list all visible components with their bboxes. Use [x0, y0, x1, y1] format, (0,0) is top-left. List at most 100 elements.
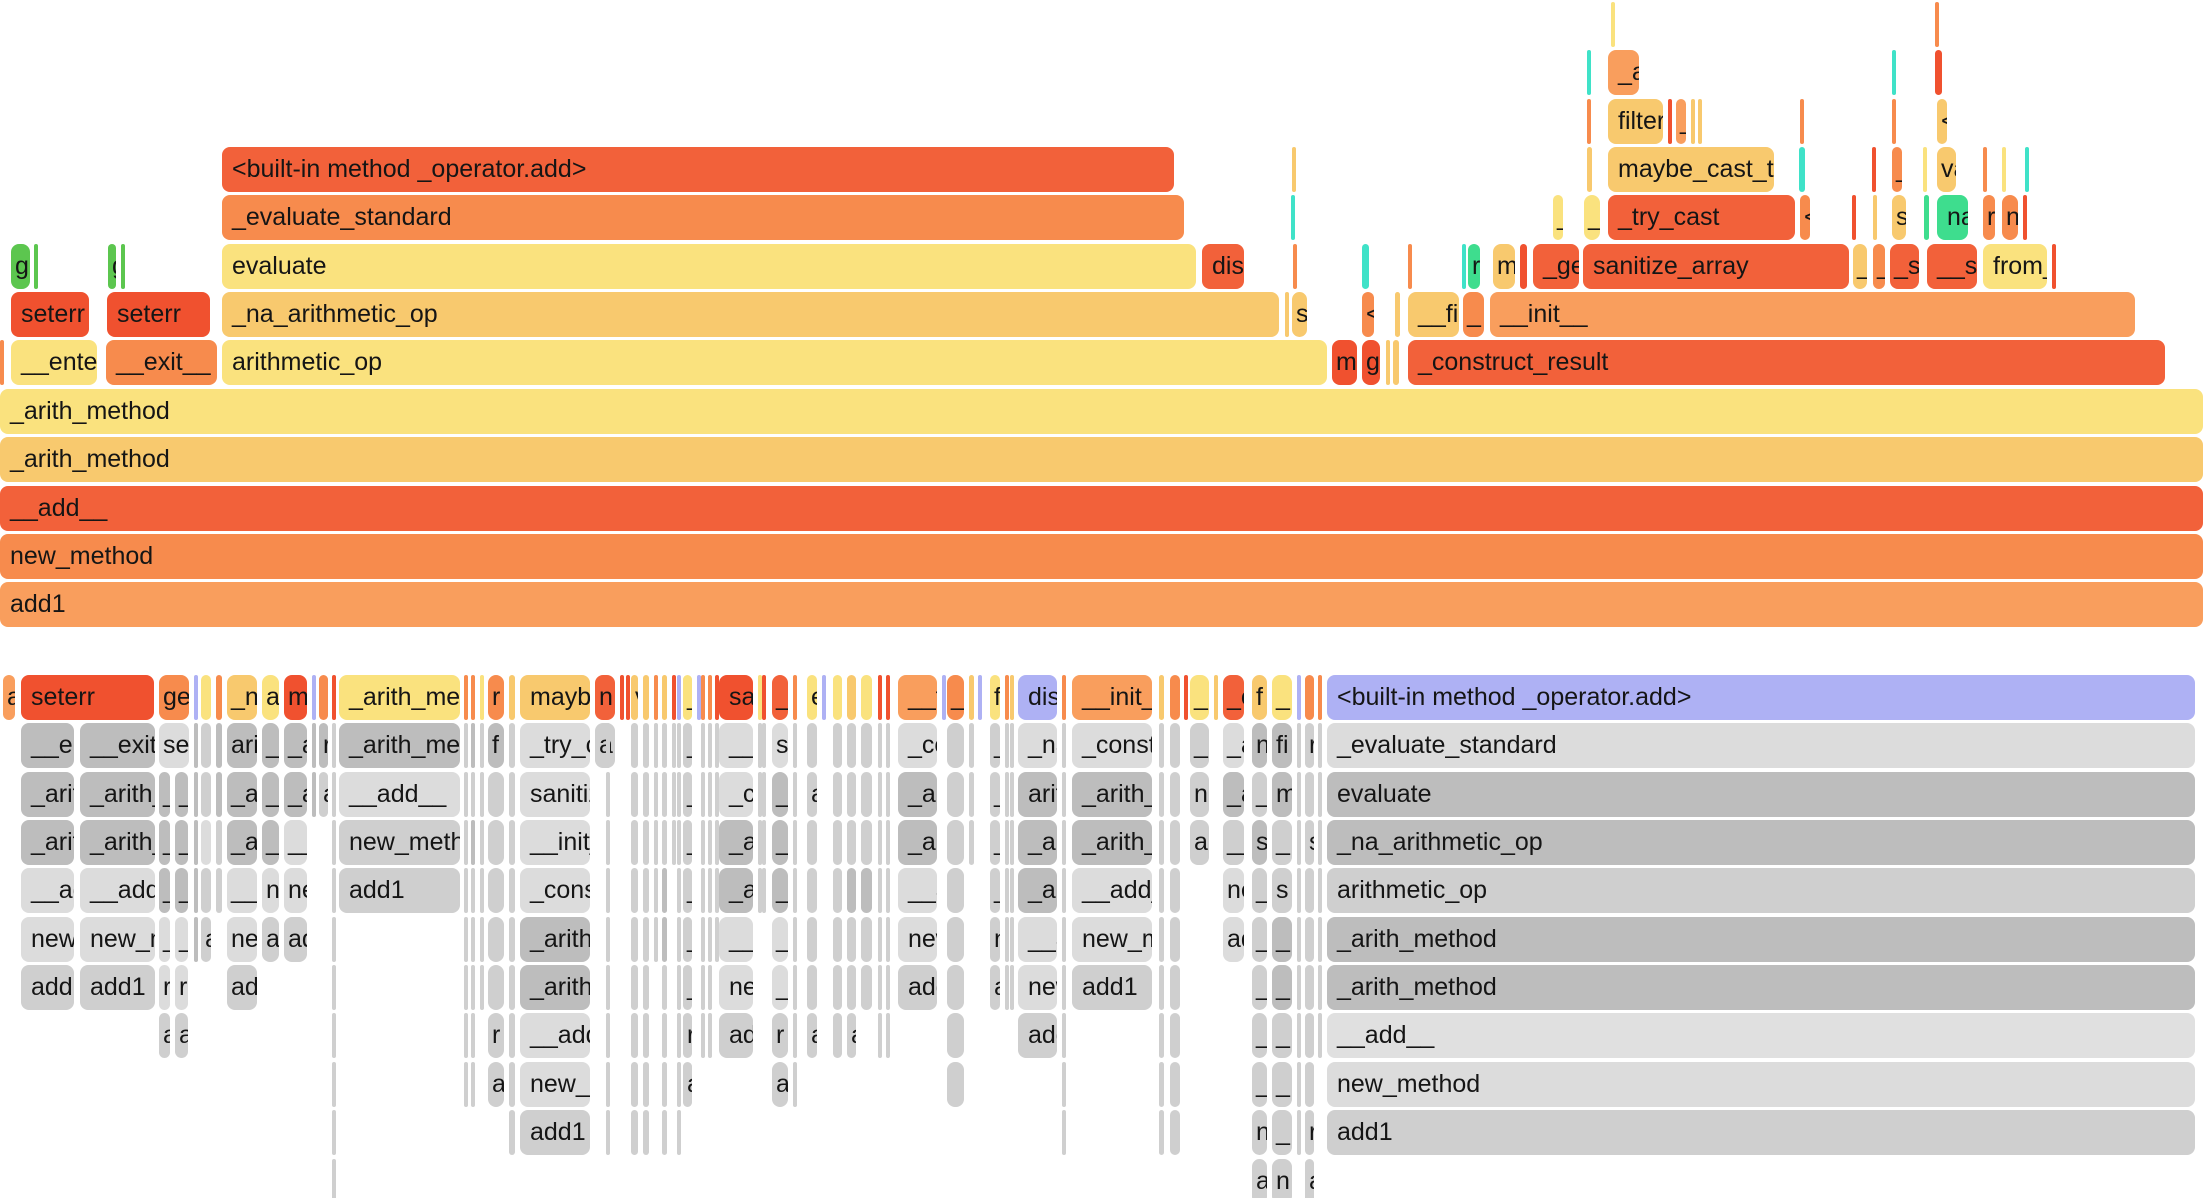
flame-frame-__add__[interactable]: __add__: [520, 1013, 590, 1059]
flame-frame[interactable]: [332, 1013, 336, 1059]
flame-frame[interactable]: [631, 1110, 638, 1156]
flame-frame[interactable]: [807, 820, 817, 866]
flame-frame-_construct_result[interactable]: _construct_result: [520, 868, 590, 914]
flame-frame-g[interactable]: g: [11, 243, 30, 289]
flame-frame-_construct_result[interactable]: _construct_result: [898, 723, 937, 769]
flame-frame[interactable]: [1170, 1110, 1180, 1156]
flame-frame[interactable]: [509, 675, 515, 720]
flame-frame-_[interactable]: _: [1190, 723, 1209, 769]
flame-frame-a[interactable]: a: [175, 1013, 188, 1059]
flame-frame-__init__[interactable]: __init__: [520, 820, 590, 866]
flame-frame-_arith_method[interactable]: _arith_method: [1223, 723, 1244, 769]
flame-frame-_s[interactable]: _s: [1890, 243, 1919, 289]
flame-frame[interactable]: [2002, 147, 2006, 193]
flame-frame-add1[interactable]: add1: [339, 868, 460, 914]
flame-frame-e[interactable]: e: [807, 675, 817, 720]
flame-frame[interactable]: [1062, 1110, 1066, 1156]
flame-frame[interactable]: [488, 965, 504, 1011]
flame-frame-m[interactable]: m: [1493, 243, 1515, 289]
flame-frame-_[interactable]: _: [1252, 965, 1267, 1011]
flame-frame-m[interactable]: m: [1272, 771, 1292, 817]
flame-frame-a[interactable]: a: [262, 675, 279, 720]
flame-frame[interactable]: [1318, 868, 1322, 914]
flame-frame-_[interactable]: _: [947, 675, 964, 720]
flame-frame[interactable]: [2023, 195, 2027, 241]
flame-frame[interactable]: [332, 868, 336, 914]
flame-frame[interactable]: [1305, 868, 1314, 914]
flame-frame-add1[interactable]: add1: [1018, 1013, 1057, 1059]
flame-frame[interactable]: [878, 675, 882, 720]
flame-frame-arithmetic_op[interactable]: arithmetic_op: [227, 723, 257, 769]
flame-frame-_[interactable]: _: [1676, 98, 1686, 144]
flame-frame-_evaluate_standard[interactable]: _evaluate_standard: [1327, 723, 2195, 769]
flame-frame[interactable]: [1297, 771, 1301, 817]
flame-frame[interactable]: [194, 675, 198, 720]
flame-frame[interactable]: [631, 868, 638, 914]
flame-frame-arithmetic_op[interactable]: arithmetic_op: [222, 340, 1327, 386]
flame-frame-__add__[interactable]: __add__: [719, 916, 753, 962]
flame-frame-new_method[interactable]: new_method: [1018, 965, 1057, 1011]
flame-frame[interactable]: [1005, 965, 1009, 1011]
flame-frame[interactable]: [1297, 820, 1301, 866]
flame-frame[interactable]: [509, 1061, 515, 1107]
flame-frame-r[interactable]: r: [683, 1013, 692, 1059]
flame-frame-_[interactable]: _: [1252, 1061, 1267, 1107]
flame-frame[interactable]: [216, 820, 222, 866]
flame-frame[interactable]: [1587, 147, 1592, 193]
flame-frame-add1[interactable]: add1: [80, 965, 155, 1011]
flame-frame[interactable]: [1318, 771, 1322, 817]
flame-frame[interactable]: [1318, 723, 1322, 769]
flame-frame-_[interactable]: _: [1272, 1061, 1292, 1107]
flame-frame[interactable]: [1799, 147, 1805, 193]
flame-frame[interactable]: [807, 916, 817, 962]
flame-frame[interactable]: [464, 820, 468, 866]
flame-frame-_[interactable]: _: [683, 820, 692, 866]
flame-frame-_[interactable]: _: [990, 820, 1000, 866]
flame-frame[interactable]: [480, 965, 484, 1011]
flame-frame[interactable]: [201, 868, 211, 914]
flame-frame[interactable]: [677, 1013, 681, 1059]
flame-frame[interactable]: [194, 723, 198, 769]
flame-frame[interactable]: [708, 965, 712, 1011]
flame-frame[interactable]: [793, 771, 797, 817]
flame-frame[interactable]: [1062, 820, 1066, 866]
flame-frame-_[interactable]: _: [1252, 868, 1267, 914]
flame-frame[interactable]: [480, 771, 484, 817]
flame-frame-__add__[interactable]: __add__: [339, 771, 460, 817]
flame-frame[interactable]: [631, 965, 638, 1011]
flame-frame[interactable]: [1184, 675, 1188, 720]
flame-frame-a[interactable]: a: [807, 771, 817, 817]
flame-frame-_arith_method[interactable]: _arith_method: [1223, 771, 1244, 817]
flame-frame-sanitize_array[interactable]: sanitize_array: [520, 771, 590, 817]
flame-frame[interactable]: [701, 868, 705, 914]
flame-frame[interactable]: [1691, 98, 1695, 144]
flame-frame[interactable]: [471, 1013, 475, 1059]
flame-frame[interactable]: [1297, 1061, 1301, 1107]
flame-frame-_arith_method[interactable]: _arith_method: [21, 771, 74, 817]
flame-frame[interactable]: [677, 723, 681, 769]
flame-frame-_arith_method[interactable]: _arith_method: [719, 868, 753, 914]
flame-frame-_arith_method[interactable]: _arith_method: [227, 771, 257, 817]
flame-frame[interactable]: [1291, 195, 1295, 241]
flame-frame[interactable]: [1852, 195, 1856, 241]
flame-frame[interactable]: [471, 771, 475, 817]
flame-frame-__fi[interactable]: __fi: [1408, 292, 1459, 338]
flame-frame[interactable]: [332, 1158, 336, 1198]
flame-frame[interactable]: [662, 868, 667, 914]
flame-frame[interactable]: [662, 820, 667, 866]
flame-frame-_[interactable]: _: [990, 771, 1000, 817]
flame-frame[interactable]: [947, 820, 964, 866]
flame-frame[interactable]: [1062, 916, 1066, 962]
flame-frame[interactable]: [643, 723, 649, 769]
flame-frame-a[interactable]: a: [990, 965, 1000, 1011]
flame-frame[interactable]: [319, 675, 328, 720]
flame-frame[interactable]: [1010, 723, 1014, 769]
flame-frame[interactable]: [1873, 195, 1877, 241]
flame-frame-_c[interactable]: _c: [1223, 675, 1244, 720]
flame-frame[interactable]: [1159, 771, 1164, 817]
flame-frame[interactable]: [807, 868, 817, 914]
flame-frame[interactable]: [677, 868, 681, 914]
flame-frame[interactable]: [947, 723, 964, 769]
flame-frame[interactable]: [793, 820, 797, 866]
flame-frame[interactable]: [480, 820, 484, 866]
